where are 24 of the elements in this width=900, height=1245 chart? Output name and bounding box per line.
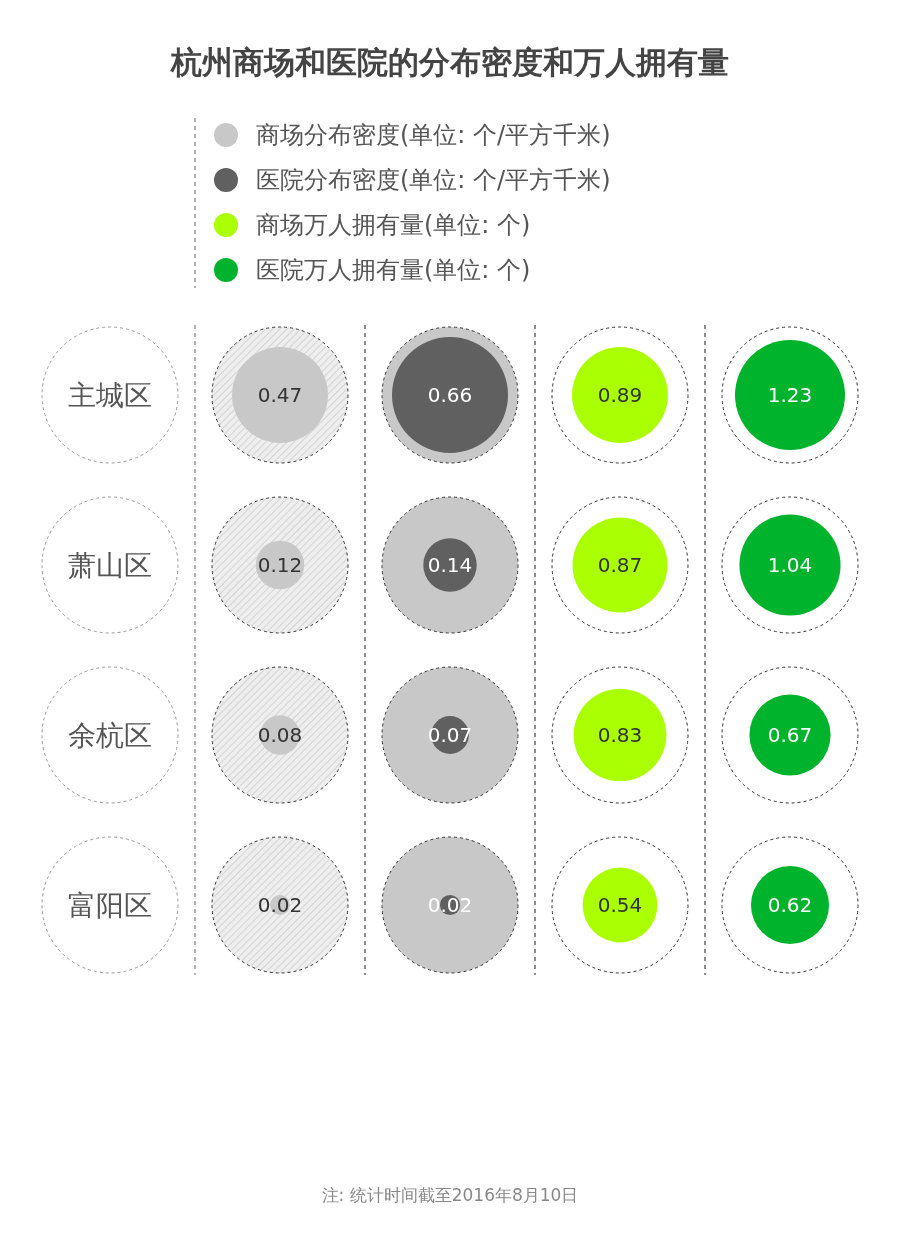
category-label: 萧山区 [68, 548, 152, 582]
legend-label: 商场万人拥有量(单位: 个) [256, 211, 531, 239]
data-label: 1.04 [767, 553, 813, 577]
data-label: 1.23 [767, 383, 813, 407]
data-label: 0.67 [767, 723, 813, 747]
text: 注: 统计时间截至2016年8月10日 [321, 1185, 579, 1205]
data-label: 0.83 [597, 723, 643, 747]
data-label: 0.02 [257, 893, 303, 917]
data-label: 0.08 [257, 723, 303, 747]
text: 杭州商场和医院的分布密度和万人拥有量 [170, 44, 729, 80]
category-label: 富阳区 [68, 888, 152, 922]
data-label: 0.47 [257, 383, 303, 407]
legend-label: 医院万人拥有量(单位: 个) [256, 256, 531, 284]
data-label: 0.66 [427, 383, 473, 407]
data-label: 0.12 [257, 553, 303, 577]
legend-label: 商场分布密度(单位: 个/平方千米) [256, 121, 611, 149]
data-label: 0.62 [767, 893, 813, 917]
category-label: 余杭区 [68, 718, 152, 752]
legend-label: 医院分布密度(单位: 个/平方千米) [256, 166, 611, 194]
data-label: 0.14 [427, 553, 473, 577]
data-label: 0.87 [597, 553, 643, 577]
data-label: 0.89 [597, 383, 643, 407]
category-label: 主城区 [68, 378, 152, 412]
data-label: 0.54 [597, 893, 643, 917]
